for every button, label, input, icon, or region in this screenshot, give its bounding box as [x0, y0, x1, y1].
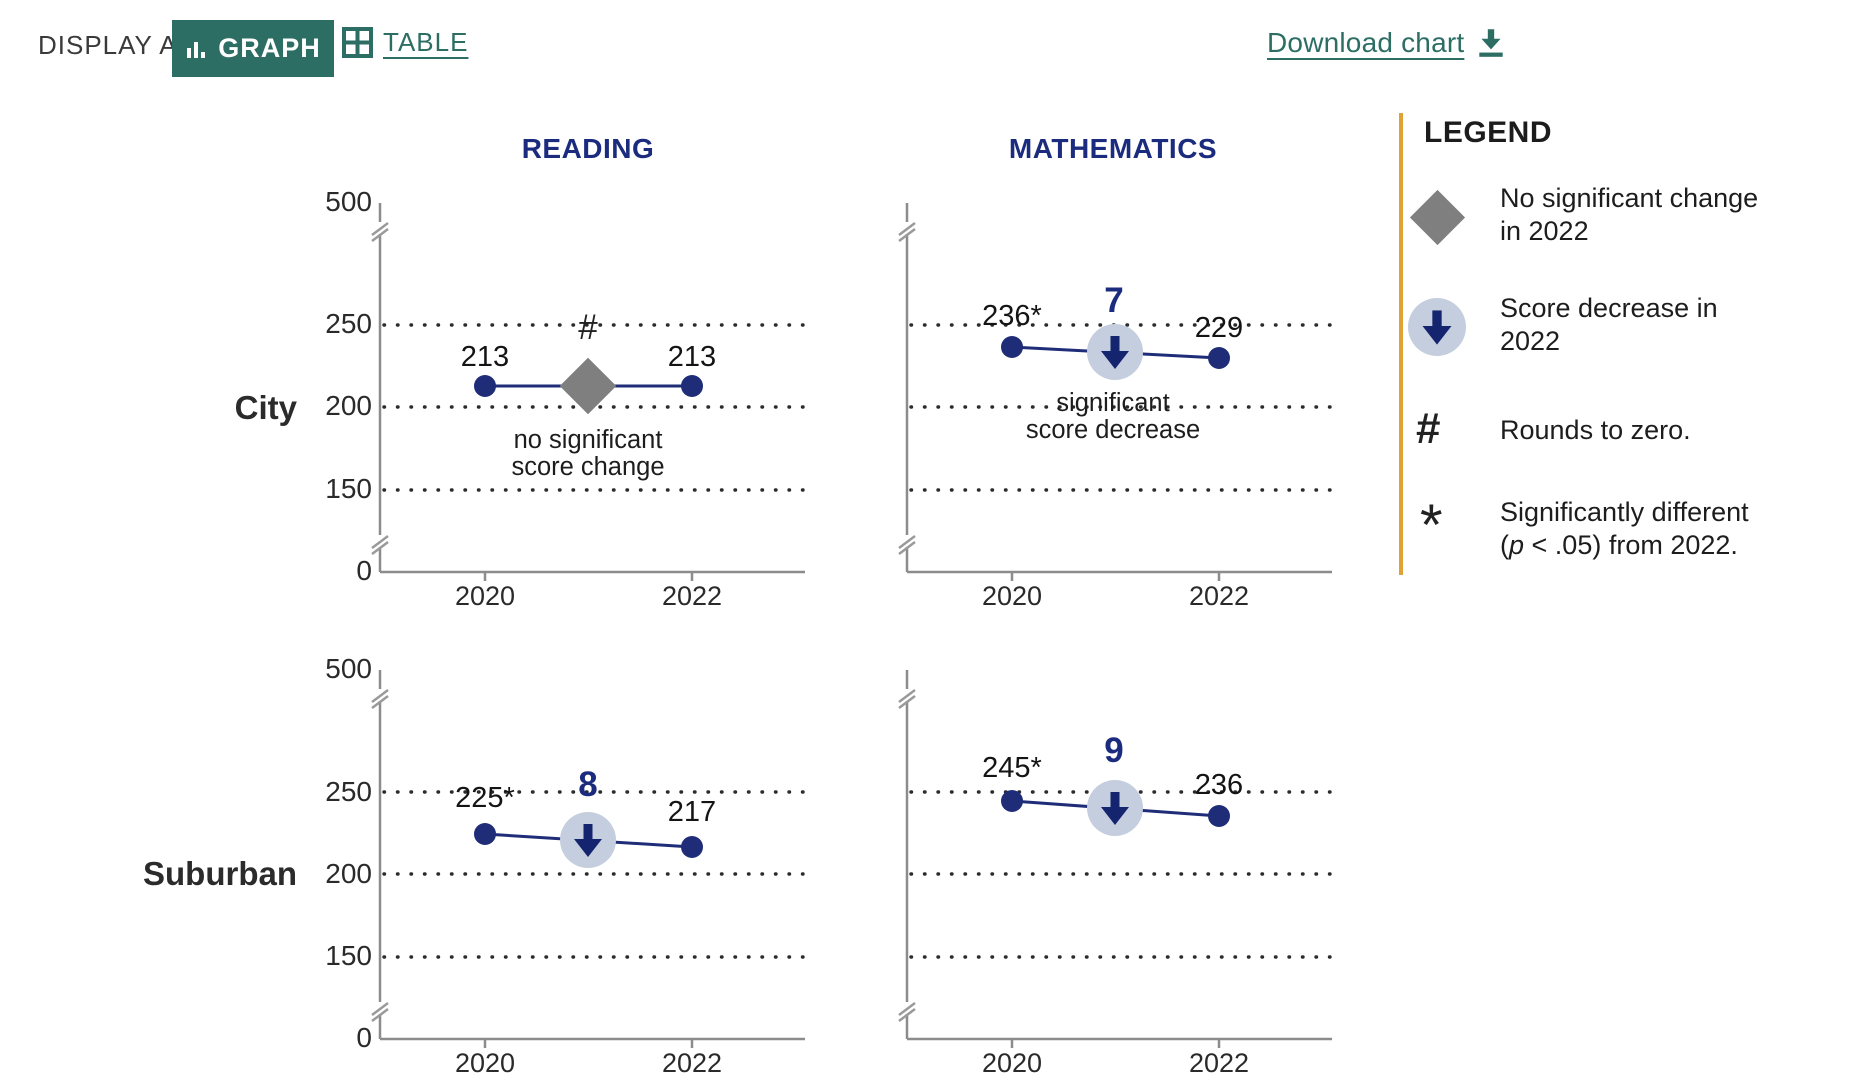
x-tick-label: 2022 — [661, 1048, 723, 1078]
value-label: 245* — [982, 752, 1042, 784]
legend-title: LEGEND — [1424, 116, 1553, 149]
value-label: 236 — [1194, 769, 1244, 801]
change-label: 9 — [1104, 731, 1124, 770]
legend-item-text: 2022 — [1500, 326, 1561, 356]
legend-hash-symbol: # — [1416, 404, 1441, 453]
change-label: 7 — [1104, 281, 1124, 320]
x-tick-label: 2020 — [454, 1048, 516, 1078]
column-title-mathematics: MATHEMATICS — [1008, 133, 1218, 164]
y-tick-label: 200 — [325, 390, 372, 421]
download-chart-link[interactable]: Download chart — [1267, 26, 1508, 60]
y-tick-label: 500 — [325, 186, 372, 217]
legend-item-text: Score decrease in — [1500, 293, 1718, 323]
legend-item-no-change: No significant change in 2022 — [1500, 182, 1758, 248]
legend-asterisk-symbol: * — [1420, 493, 1443, 558]
annotation-line: no significant — [513, 426, 663, 454]
x-tick-label: 2020 — [981, 1048, 1043, 1078]
table-toggle-link[interactable]: TABLE — [342, 27, 468, 58]
change-label-hash: # — [578, 308, 598, 347]
legend-item-rounds-to-zero: Rounds to zero. — [1500, 415, 1691, 445]
display-as-label: DISPLAY AS — [38, 30, 196, 60]
score-decrease-marker — [1087, 780, 1143, 836]
arrow-down-icon — [1101, 792, 1129, 825]
annotation-line: score change — [511, 453, 665, 481]
y-tick-label: 150 — [325, 473, 372, 504]
legend-item-text: Significantly different — [1500, 497, 1749, 527]
x-tick-label: 2020 — [454, 581, 516, 611]
legend-divider-rule — [1399, 113, 1403, 575]
arrow-down-icon — [1422, 310, 1452, 345]
annotation-line: significant — [1056, 389, 1170, 417]
legend-item-text: (p < .05) from 2022. — [1500, 529, 1749, 562]
annotation-line: score decrease — [1025, 416, 1201, 444]
annotation-no-change: no significant score change — [428, 427, 748, 481]
value-label: 229 — [1194, 312, 1244, 344]
row-label-suburban: Suburban — [143, 855, 297, 892]
y-tick-label: 200 — [325, 858, 372, 889]
plot-city-mathematics — [898, 203, 1334, 581]
graph-button-label: GRAPH — [218, 33, 321, 63]
graph-toggle-button[interactable]: GRAPH — [172, 20, 334, 77]
legend-item-text-italic-p: p — [1509, 530, 1525, 560]
x-tick-label: 2022 — [661, 581, 723, 611]
x-tick-label: 2020 — [981, 581, 1043, 611]
score-decrease-marker — [1087, 324, 1143, 380]
legend-item-text: in 2022 — [1500, 216, 1589, 246]
plot-city-reading — [371, 203, 807, 581]
legend-arrow-down-circle-icon — [1408, 298, 1466, 356]
table-link-label: TABLE — [383, 27, 469, 57]
value-label: 236* — [982, 300, 1042, 332]
legend-item-text-part: ( — [1500, 530, 1509, 560]
legend-item-text: No significant change — [1500, 183, 1759, 213]
legend-item-text-part: < .05) from 2022. — [1524, 530, 1738, 560]
change-label: 8 — [578, 765, 598, 804]
value-label: 217 — [667, 796, 717, 828]
plot-suburban-mathematics — [898, 670, 1334, 1048]
legend-item-significant: Significantly different (p < .05) from 2… — [1500, 496, 1749, 562]
legend-item-decrease: Score decrease in 2022 — [1500, 292, 1718, 358]
legend-diamond-icon — [1409, 189, 1466, 246]
plot-suburban-reading — [371, 670, 807, 1048]
value-label: 213 — [667, 341, 717, 373]
download-chart-label: Download chart — [1267, 27, 1465, 58]
y-tick-label: 150 — [325, 940, 372, 971]
value-label: 225* — [455, 782, 515, 814]
arrow-down-icon — [1101, 336, 1129, 369]
download-icon — [1479, 29, 1504, 57]
y-tick-label: 500 — [325, 653, 372, 684]
y-tick-label: 250 — [325, 776, 372, 807]
x-tick-label: 2022 — [1188, 581, 1250, 611]
row-label-city: City — [234, 389, 297, 426]
y-tick-label: 0 — [356, 1022, 372, 1053]
annotation-decrease: significant score decrease — [953, 390, 1273, 444]
value-label: 213 — [460, 341, 510, 373]
bar-chart-icon — [187, 41, 206, 58]
column-title-reading: READING — [521, 133, 655, 164]
x-tick-label: 2022 — [1188, 1048, 1250, 1078]
y-tick-label: 250 — [325, 308, 372, 339]
table-grid-icon — [342, 27, 373, 58]
score-decrease-marker — [560, 812, 616, 868]
y-tick-label: 0 — [356, 555, 372, 586]
arrow-down-icon — [574, 824, 602, 857]
